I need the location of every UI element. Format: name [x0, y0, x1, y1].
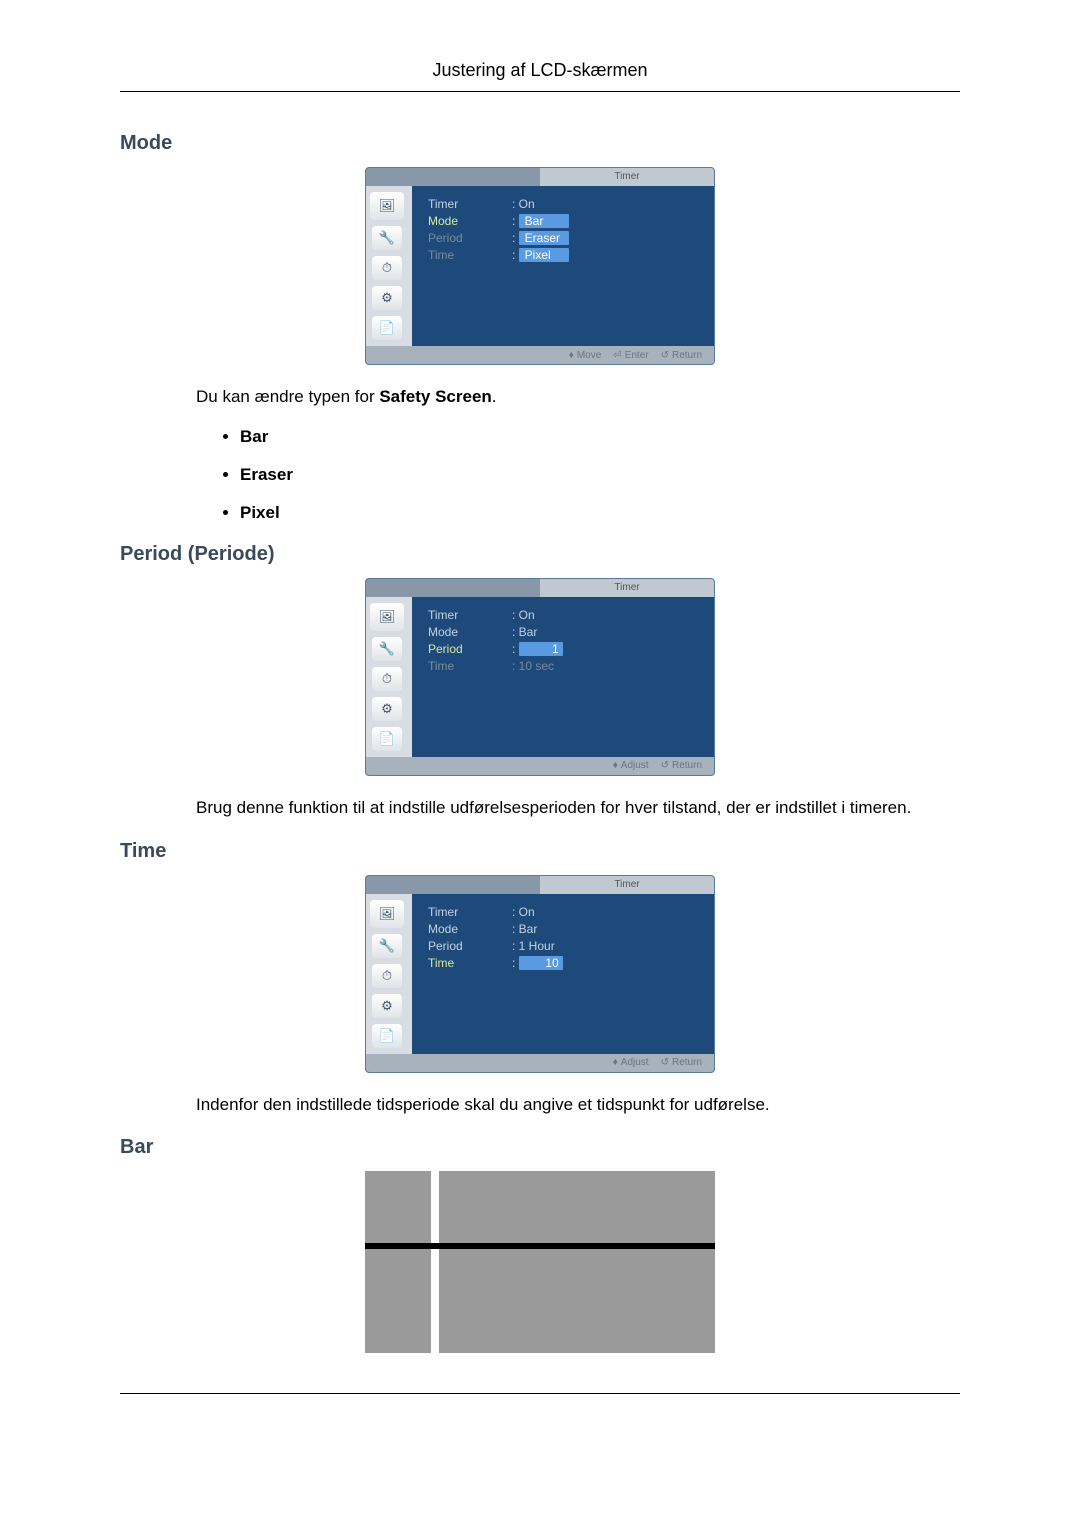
heading-period: Period (Periode) [120, 543, 960, 566]
heading-time: Time [120, 840, 960, 863]
osd-value-timer: : On [512, 608, 702, 622]
footer-rule [120, 1393, 960, 1394]
tool-icon: 🔧 [372, 226, 402, 250]
time-paragraph: Indenfor den indstillede tidsperiode ska… [196, 1093, 960, 1117]
enter-icon: ⏎ [613, 350, 621, 361]
doc-icon: 📄 [372, 1024, 402, 1048]
osd-side-icons: 🖼 🔧 ⏱ ⚙ 📄 [366, 186, 412, 346]
clock-icon: ⏱ [372, 256, 402, 280]
page-header: Justering af LCD-skærmen [120, 60, 960, 92]
period-paragraph: Brug denne funktion til at indstille udf… [196, 796, 960, 820]
osd-label-period: Period [428, 231, 512, 245]
adjust-icon: ♦ [613, 1057, 618, 1068]
osd-value-mode: : Bar [512, 922, 702, 936]
osd-mode-screenshot: Timer 🖼 🔧 ⏱ ⚙ 📄 Timer : On Mode [120, 167, 960, 365]
heading-mode: Mode [120, 132, 960, 155]
osd-value-mode: : Bar [512, 625, 702, 639]
osd-colon: : [512, 214, 519, 228]
osd-value-time: : 10 sec [512, 659, 702, 673]
return-icon: ↺ [661, 1057, 669, 1068]
adjust-icon: ♦ [613, 760, 618, 771]
osd-label-mode: Mode [428, 922, 512, 936]
bullet-eraser: Eraser [240, 465, 960, 485]
osd-footer: ♦Move ⏎ Enter ↺Return [366, 346, 714, 364]
return-icon: ↺ [661, 350, 669, 361]
picture-icon: 🖼 [370, 603, 404, 631]
footer-return: Return [672, 1057, 702, 1068]
time-spinner: 10 [519, 956, 563, 970]
osd-footer: ♦Adjust ↺Return [366, 1054, 714, 1072]
doc-icon: 📄 [372, 316, 402, 340]
osd-label-time: Time [428, 248, 512, 262]
osd-colon: : [512, 956, 519, 970]
osd-colon: : [512, 248, 519, 262]
return-icon: ↺ [661, 760, 669, 771]
osd-tab-timer: Timer [540, 876, 714, 894]
move-icon: ♦ [569, 350, 574, 361]
footer-adjust: Adjust [621, 1057, 649, 1068]
osd-tab-timer: Timer [540, 168, 714, 186]
osd-colon: : [512, 231, 519, 245]
mode-paragraph: Du kan ændre typen for Safety Screen. [196, 385, 960, 409]
osd-footer: ♦Adjust ↺Return [366, 757, 714, 775]
osd-colon: : [512, 642, 519, 656]
osd-value-timer: : On [512, 905, 702, 919]
osd-label-mode: Mode [428, 214, 512, 228]
footer-return: Return [672, 350, 702, 361]
osd-label-mode: Mode [428, 625, 512, 639]
osd-mode-option-bar: Bar [519, 214, 569, 228]
picture-icon: 🖼 [370, 192, 404, 220]
tool-icon: 🔧 [372, 637, 402, 661]
gear-icon: ⚙ [372, 697, 402, 721]
doc-icon: 📄 [372, 727, 402, 751]
footer-enter: Enter [625, 350, 649, 361]
osd-mode-option-eraser: Eraser [519, 231, 569, 245]
osd-value-period: : 1 Hour [512, 939, 702, 953]
osd-mode-option-pixel: Pixel [519, 248, 569, 262]
gear-icon: ⚙ [372, 286, 402, 310]
osd-label-timer: Timer [428, 905, 512, 919]
clock-icon: ⏱ [372, 667, 402, 691]
footer-move: Move [577, 350, 601, 361]
picture-icon: 🖼 [370, 900, 404, 928]
mode-bullet-list: Bar Eraser Pixel [240, 427, 960, 523]
osd-label-period: Period [428, 642, 512, 656]
footer-adjust: Adjust [621, 760, 649, 771]
osd-label-period: Period [428, 939, 512, 953]
tool-icon: 🔧 [372, 934, 402, 958]
osd-value-timer: : On [512, 197, 702, 211]
bullet-bar: Bar [240, 427, 960, 447]
footer-return: Return [672, 760, 702, 771]
bullet-pixel: Pixel [240, 503, 960, 523]
bar-demo [120, 1171, 960, 1353]
osd-label-time: Time [428, 956, 512, 970]
osd-label-timer: Timer [428, 608, 512, 622]
osd-label-time: Time [428, 659, 512, 673]
gear-icon: ⚙ [372, 994, 402, 1018]
osd-period-screenshot: Timer 🖼 🔧 ⏱ ⚙ 📄 Timer : On Mode [120, 578, 960, 776]
osd-tab-timer: Timer [540, 579, 714, 597]
osd-time-screenshot: Timer 🖼 🔧 ⏱ ⚙ 📄 Timer : On Mode [120, 875, 960, 1073]
period-spinner: 1 [519, 642, 563, 656]
clock-icon: ⏱ [372, 964, 402, 988]
heading-bar: Bar [120, 1136, 960, 1159]
osd-label-timer: Timer [428, 197, 512, 211]
